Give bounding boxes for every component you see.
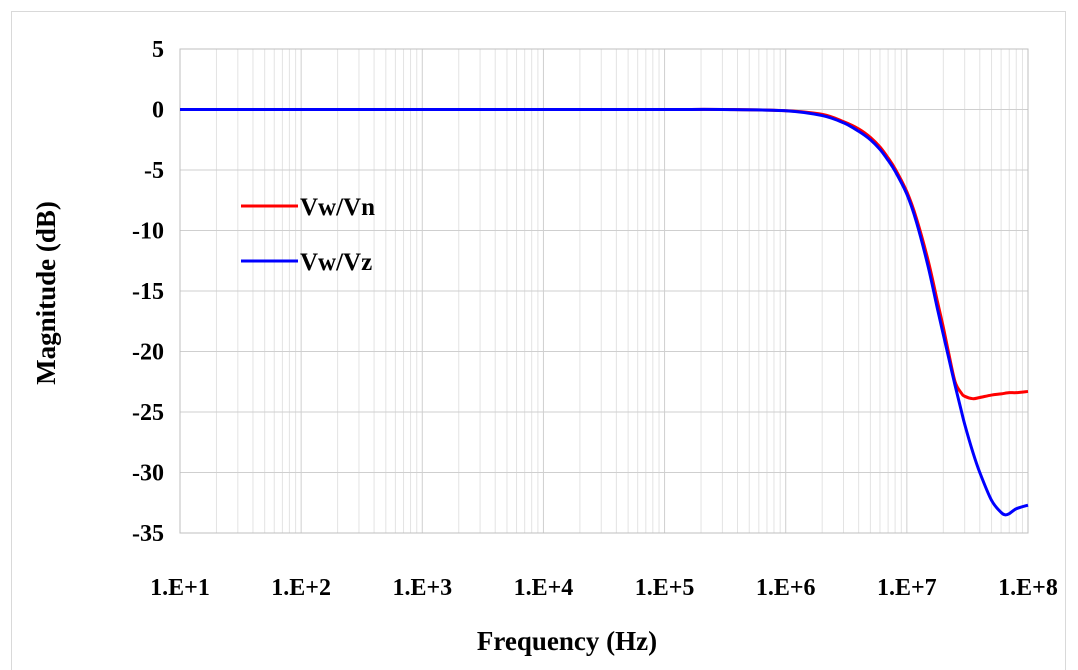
y-tick-label: -25 [132, 400, 164, 426]
chart-svg: 1.E+1 1.E+2 1.E+3 1.E+4 1.E+5 1.E+6 1.E+7 1.E+8… [31, 37, 1058, 656]
legend-item-vw-vz: Vw/Vz [241, 249, 372, 276]
y-tick-label: 5 [152, 37, 164, 63]
legend-label-vw-vn: Vw/Vn [300, 194, 375, 221]
legend: Vw/Vn Vw/Vz [241, 194, 375, 276]
y-tick-label: -5 [144, 158, 164, 184]
plot-area-border [179, 48, 1029, 534]
x-tick-label: 1.E+6 [756, 575, 816, 601]
y-tick-label: -35 [132, 521, 164, 547]
grid-layer [179, 48, 1029, 534]
plot-border [179, 48, 1029, 534]
x-tick-label: 1.E+4 [514, 575, 574, 601]
series-line-vw-vz [180, 107, 1029, 517]
x-tick-label: 1.E+3 [392, 575, 452, 601]
y-tick-label: -20 [132, 340, 164, 366]
y-tick-labels: 5 0 -5 -10 -15 -20 -25 -30 -35 [132, 37, 164, 547]
series-layer [180, 107, 1029, 517]
y-tick-label: 0 [152, 98, 164, 124]
x-tick-labels: 1.E+1 1.E+2 1.E+3 1.E+4 1.E+5 1.E+6 1.E+7 1.E+8 [150, 575, 1058, 601]
chart-frame: 1.E+1 1.E+2 1.E+3 1.E+4 1.E+5 1.E+6 1.E+7 1.E+8… [11, 11, 1066, 670]
x-tick-label: 1.E+1 [150, 575, 210, 601]
y-tick-label: -10 [132, 219, 164, 245]
y-tick-label: -15 [132, 279, 164, 305]
x-tick-label: 1.E+5 [635, 575, 695, 601]
x-axis-title: Frequency (Hz) [477, 626, 657, 656]
y-tick-label: -30 [132, 461, 164, 487]
legend-item-vw-vn: Vw/Vn [241, 194, 375, 221]
x-tick-label: 1.E+7 [877, 575, 937, 601]
x-tick-label: 1.E+2 [271, 575, 331, 601]
legend-label-vw-vz: Vw/Vz [300, 249, 372, 276]
x-tick-label: 1.E+8 [998, 575, 1058, 601]
y-axis-title: Magnitude (dB) [31, 201, 61, 385]
